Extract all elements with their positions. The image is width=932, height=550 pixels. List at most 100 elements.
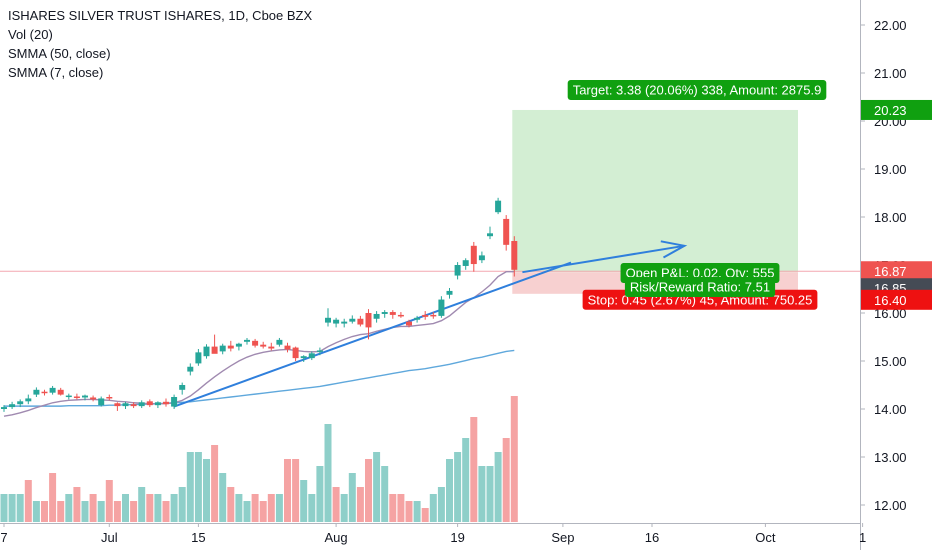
- y-tick-label: 22.00: [874, 18, 907, 33]
- candle-body: [195, 352, 202, 364]
- candle-body: [470, 245, 477, 265]
- candle-body: [9, 404, 16, 408]
- volume-bar: [316, 466, 324, 522]
- volume-bar: [300, 480, 308, 522]
- candle-body: [276, 339, 283, 345]
- volume-bar: [130, 501, 138, 522]
- volume-bar: [154, 494, 162, 522]
- candle-body: [106, 397, 113, 399]
- y-tick-label: 12.00: [874, 498, 907, 513]
- candle-body: [98, 398, 105, 406]
- candle-body: [300, 356, 307, 359]
- candle-body: [341, 321, 348, 324]
- smma7-line: [3, 271, 515, 417]
- volume-bar: [381, 466, 389, 522]
- volume-bar: [113, 501, 121, 522]
- candle-body: [203, 346, 210, 357]
- candle-body: [365, 313, 372, 328]
- x-tick-label: 1: [859, 530, 866, 545]
- candle-body: [292, 347, 299, 359]
- candle-body: [146, 401, 153, 406]
- volume-bar: [389, 494, 397, 522]
- volume-bar: [437, 487, 445, 522]
- candle-body: [373, 313, 380, 319]
- projection-arrow-line[interactable]: [522, 244, 685, 274]
- volume-bar: [251, 494, 259, 522]
- stop-price-tag-background: [861, 289, 932, 310]
- volume-bar: [332, 487, 340, 522]
- candle-body: [503, 218, 510, 245]
- volume-bar: [494, 452, 502, 522]
- candle-body: [389, 312, 396, 315]
- volume-bar: [356, 487, 364, 522]
- volume-bar: [97, 501, 105, 522]
- volume-bar: [41, 501, 48, 522]
- candle-body: [57, 389, 64, 395]
- last-price-tag: 16.87: [874, 264, 907, 279]
- candle-body: [179, 385, 186, 390]
- candle-body: [114, 403, 121, 407]
- target-label-background: [567, 79, 827, 100]
- candle-body: [381, 312, 388, 314]
- candle-body: [260, 344, 267, 347]
- candle-body: [268, 346, 275, 349]
- candle-body: [33, 389, 40, 395]
- candle-body: [414, 317, 421, 320]
- candle-body: [219, 345, 226, 352]
- volume-bar: [57, 501, 65, 522]
- candle-body: [349, 318, 356, 322]
- open-pnl-label-text: Open P&L: 0.02, Qty: 555: [626, 266, 775, 281]
- x-tick-label: 19: [450, 530, 464, 545]
- y-tick-label: 13.00: [874, 450, 907, 465]
- candle-body: [244, 339, 250, 342]
- smma7-indicator-label: SMMA (7, close): [8, 65, 104, 80]
- candle-body: [357, 318, 364, 325]
- candle-body: [130, 404, 137, 407]
- volume-bar: [16, 494, 24, 522]
- candle-body: [211, 346, 218, 354]
- candle-body: [171, 397, 178, 407]
- volume-bar: [275, 494, 283, 522]
- trend-line[interactable]: [173, 261, 572, 408]
- volume-bar: [24, 480, 32, 522]
- volume-bar: [486, 466, 494, 522]
- volume-bar: [243, 501, 251, 522]
- target-zone[interactable]: [512, 109, 798, 273]
- candle-body: [73, 396, 80, 399]
- candle-body: [438, 299, 445, 316]
- volume-bar: [162, 501, 170, 522]
- volume-bar: [462, 438, 470, 522]
- chart-legend: ISHARES SILVER TRUST ISHARES, 1D, Cboe B…: [8, 6, 312, 82]
- y-tick-label: 19.00: [874, 162, 907, 177]
- candle-body: [17, 401, 24, 405]
- x-tick-label: Sep: [551, 530, 574, 545]
- candle-body: [227, 345, 234, 349]
- volume-bar: [340, 494, 348, 522]
- candle-body: [511, 241, 518, 270]
- volume-bar: [292, 459, 300, 522]
- risk-reward-label: Risk/Reward Ratio: 7.51: [624, 277, 776, 297]
- last-price-tag-background: [861, 261, 932, 282]
- volume-bar: [365, 459, 372, 522]
- candle-body: [154, 402, 161, 406]
- volume-bar: [324, 424, 332, 522]
- volume-bar: [308, 494, 316, 522]
- candle-body: [422, 314, 429, 317]
- x-tick-label: 7: [0, 530, 7, 545]
- volume-bar: [122, 494, 129, 522]
- volume-bar: [405, 501, 413, 522]
- risk-reward-label-background: [624, 277, 776, 297]
- volume-bar: [397, 494, 405, 522]
- stop-price-tag: 16.40: [874, 293, 907, 308]
- volume-bar: [138, 487, 146, 522]
- target-label: Target: 3.38 (20.06%) 338, Amount: 2875.…: [567, 79, 827, 100]
- projection-arrow-head: [660, 240, 688, 259]
- volume-bar: [259, 501, 267, 522]
- volume-bar: [89, 494, 97, 522]
- candle-body: [49, 387, 56, 393]
- x-tick-label: 16: [645, 530, 659, 545]
- candle-body: [333, 319, 340, 324]
- volume-bar: [203, 459, 210, 522]
- volume-bar: [510, 396, 518, 522]
